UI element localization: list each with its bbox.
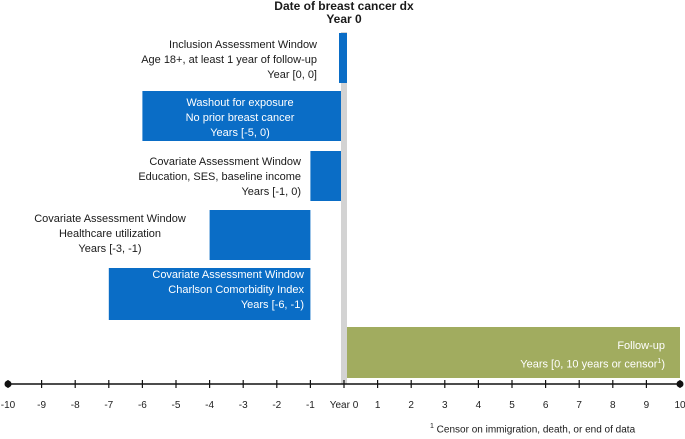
washout-window-range: Years [-5, 0) bbox=[210, 127, 270, 139]
followup-bar bbox=[347, 327, 680, 378]
axis-tick-label: -9 bbox=[37, 400, 46, 411]
inclusion-window-criteria: Age 18+, at least 1 year of follow-up bbox=[141, 54, 317, 66]
axis-tick-label: 6 bbox=[543, 400, 549, 411]
covariate-window-ses-label: Covariate Assessment Window Education, S… bbox=[138, 155, 301, 200]
covariate-window-utilization-variables: Healthcare utilization bbox=[58, 228, 162, 240]
axis-tick-label: 2 bbox=[408, 400, 414, 411]
covariate-window-charlson-title: Covariate Assessment Window bbox=[152, 269, 304, 281]
covariate-window-ses-range: Years [-1, 0) bbox=[241, 186, 301, 198]
covariate-window-utilization-range: Years [-3, -1) bbox=[78, 243, 142, 255]
followup-footnote-marker: 1 bbox=[657, 358, 662, 365]
axis-tick-label: -4 bbox=[205, 400, 214, 411]
inclusion-window-bar bbox=[339, 33, 347, 83]
axis-tick-label: 9 bbox=[644, 400, 650, 411]
footnote-marker: 1 bbox=[430, 423, 434, 430]
axis-tick-label: 5 bbox=[509, 400, 515, 411]
footnote-text: Censor on immigration, death, or end of … bbox=[433, 424, 636, 436]
axis-tick-label: -6 bbox=[138, 400, 147, 411]
covariate-window-utilization-bar bbox=[209, 210, 311, 260]
covariate-window-charlson-label: Covariate Assessment Window Charlson Com… bbox=[152, 268, 304, 313]
covariate-window-charlson-variables: Charlson Comorbidity Index bbox=[168, 284, 304, 296]
axis-tick-label: 1 bbox=[375, 400, 381, 411]
washout-window-bar bbox=[142, 91, 341, 141]
covariate-window-utilization-title: Covariate Assessment Window bbox=[34, 213, 186, 225]
axis-tick-label: -10 bbox=[1, 400, 16, 411]
axis-tick-label: 8 bbox=[610, 400, 616, 411]
washout-window-criteria: No prior breast cancer bbox=[185, 112, 295, 124]
washout-window-title: Washout for exposure bbox=[186, 97, 294, 109]
washout-window-label: Washout for exposure No prior breast can… bbox=[141, 96, 339, 141]
inclusion-window-title: Inclusion Assessment Window bbox=[169, 39, 317, 51]
followup-range-text: Years [0, 10 years or censor bbox=[520, 358, 658, 371]
axis-tick-label: -3 bbox=[239, 400, 248, 411]
inclusion-window-range: Year [0, 0] bbox=[267, 69, 317, 81]
axis-tick-label: -8 bbox=[71, 400, 80, 411]
covariate-window-ses-title: Covariate Assessment Window bbox=[149, 156, 301, 168]
axis-tick-label: 10 bbox=[674, 400, 685, 411]
diagnosis-date-title: Date of breast cancer dx bbox=[274, 0, 414, 13]
axis-tick-label: -5 bbox=[172, 400, 181, 411]
covariate-window-charlson-range: Years [-6, -1) bbox=[240, 299, 304, 311]
axis-tick-label: -7 bbox=[104, 400, 113, 411]
followup-title: Follow-up bbox=[617, 340, 665, 352]
followup-label: Follow-up Years [0, 10 years or censor1) bbox=[520, 339, 665, 373]
covariate-window-ses-variables: Education, SES, baseline income bbox=[138, 171, 301, 183]
censor-footnote: 1 Censor on immigration, death, or end o… bbox=[430, 423, 635, 435]
covariate-window-charlson-bar bbox=[108, 268, 311, 320]
covariate-window-utilization-label: Covariate Assessment Window Healthcare u… bbox=[30, 212, 190, 257]
axis-tick-label: -1 bbox=[306, 400, 315, 411]
axis-tick-label: 4 bbox=[476, 400, 482, 411]
year-zero-title: Year 0 bbox=[326, 12, 362, 26]
inclusion-window-label: Inclusion Assessment Window Age 18+, at … bbox=[141, 38, 317, 83]
covariate-window-ses-bar bbox=[310, 151, 341, 201]
axis-tick-label: -2 bbox=[272, 400, 281, 411]
axis-tick-label: 3 bbox=[442, 400, 448, 411]
year-zero-marker bbox=[341, 32, 347, 384]
followup-range-close: ) bbox=[661, 358, 665, 371]
axis-tick-label: 7 bbox=[576, 400, 582, 411]
axis-tick-label: Year 0 bbox=[330, 400, 359, 411]
followup-range: Years [0, 10 years or censor1) bbox=[520, 354, 665, 373]
